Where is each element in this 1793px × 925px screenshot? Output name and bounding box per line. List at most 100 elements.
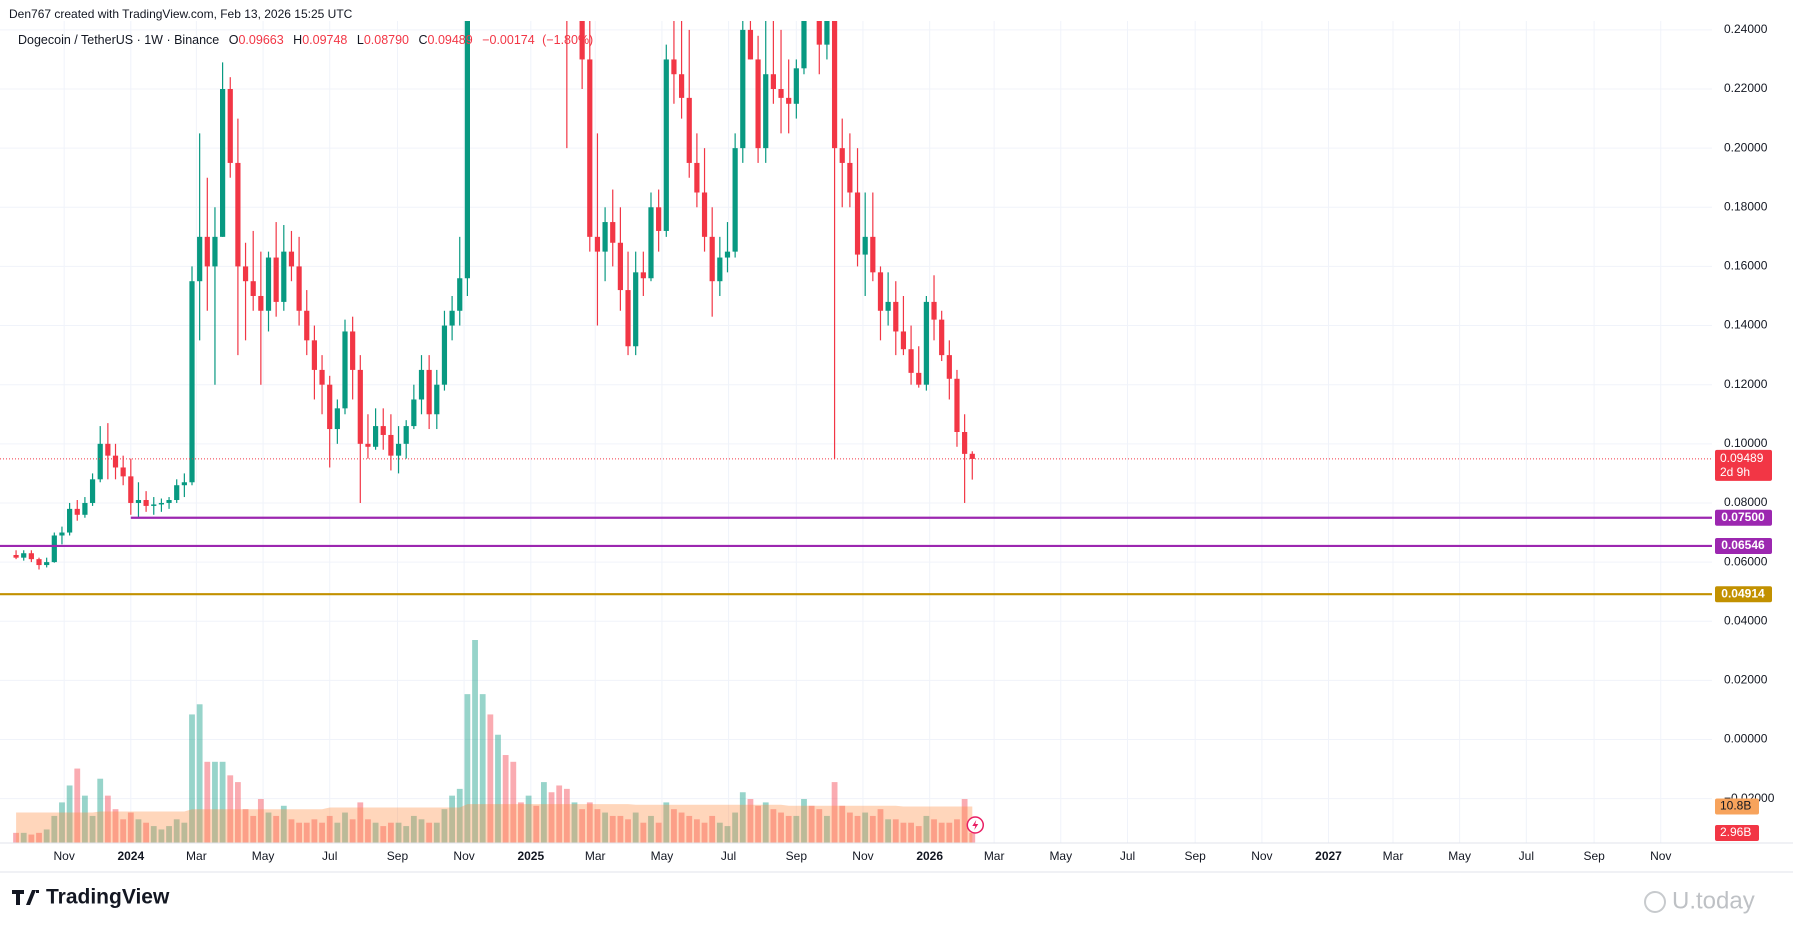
x-tick-label: Mar	[186, 849, 207, 863]
volume-bar	[257, 799, 264, 843]
volume-bar	[89, 815, 96, 843]
x-tick-label: May	[651, 849, 674, 863]
volume-bar	[671, 809, 677, 843]
volume-bar	[862, 812, 869, 843]
volume-bar	[158, 829, 165, 843]
volume-bar	[648, 815, 654, 843]
volume-bar	[173, 819, 180, 843]
volume-bar	[548, 792, 555, 843]
legend-value: 0.09489	[428, 33, 473, 47]
volume-bar	[487, 714, 494, 843]
volume-bar	[112, 809, 119, 843]
x-tick-label: May	[1049, 849, 1072, 863]
volume-bar	[839, 805, 846, 843]
candle-body	[135, 500, 142, 503]
candle-body	[166, 500, 172, 503]
volume-bar	[426, 822, 433, 843]
x-tick-label: Sep	[1583, 849, 1605, 863]
volume-bar	[135, 819, 142, 843]
volume-bar	[387, 822, 394, 843]
volume-bar	[831, 782, 838, 843]
candle-body	[778, 89, 784, 98]
last-price-badge	[1715, 449, 1772, 481]
volume-bar	[456, 788, 463, 843]
volume-bar	[410, 815, 417, 843]
candle-body	[265, 257, 272, 311]
candle-body	[824, 21, 830, 45]
volume-bar	[793, 815, 800, 843]
candle-body	[962, 432, 968, 454]
candle-body	[426, 369, 432, 415]
x-tick-label: Jul	[1120, 849, 1135, 863]
candle-body	[296, 266, 302, 311]
volume-bar	[319, 822, 325, 843]
legend-label: L	[357, 33, 364, 47]
candle-body	[204, 236, 210, 267]
candle-body	[327, 384, 333, 430]
countdown-label: 2d 9h	[1720, 465, 1750, 479]
candle-body	[579, 21, 585, 60]
legend-symbol: Dogecoin / TetherUS · 1W · Binance	[18, 33, 219, 47]
candle-body	[112, 455, 119, 468]
candle-body	[678, 74, 685, 98]
volume-bar	[678, 812, 685, 843]
volume-bar	[663, 802, 670, 843]
volume-bar	[349, 819, 356, 843]
volume-bar	[342, 812, 348, 843]
y-tick-label: 0.16000	[1724, 259, 1768, 273]
volume-bar	[82, 795, 88, 843]
volume-bar	[365, 819, 371, 843]
volume-bar	[36, 832, 42, 843]
candle-body	[747, 29, 754, 60]
candle-body	[67, 508, 73, 533]
volume-bar	[380, 826, 387, 843]
header: Den767 created with TradingView.com, Feb…	[9, 7, 353, 21]
level-badge	[1715, 586, 1772, 603]
volume-bar	[846, 812, 853, 843]
candle-body	[242, 266, 249, 282]
volume-bar	[334, 822, 341, 843]
volume-bar	[143, 822, 150, 843]
candle-body	[694, 162, 700, 193]
volume-bar	[877, 809, 884, 843]
volume-bar	[464, 694, 471, 843]
volume-bar	[43, 829, 50, 843]
candle-body	[656, 207, 662, 231]
volume-bar	[20, 832, 27, 843]
candle-body	[793, 68, 799, 104]
candle-body	[273, 257, 279, 302]
candle-body	[120, 467, 126, 477]
volume-bar	[510, 761, 517, 843]
candle-body	[786, 97, 792, 104]
candle-body	[839, 148, 845, 163]
legend-label: O	[229, 33, 239, 47]
candle-body	[13, 555, 19, 558]
x-tick-label: Sep	[1185, 849, 1207, 863]
volume-bar	[640, 822, 647, 843]
candle-body	[311, 340, 318, 370]
candle-body	[342, 331, 348, 409]
logo-text: TradingView	[46, 886, 170, 909]
volume-bar	[709, 815, 716, 843]
legend-value: 0.09663	[238, 33, 283, 47]
x-tick-label: Sep	[786, 849, 808, 863]
candle-body	[105, 443, 111, 456]
level-badge	[1715, 537, 1772, 554]
x-tick-label: 2027	[1315, 849, 1342, 863]
volume-bar	[227, 775, 234, 843]
y-tick-label: 0.10000	[1724, 436, 1768, 450]
candle-body	[411, 399, 417, 427]
volume-bar	[533, 805, 540, 843]
volume-bar	[778, 812, 784, 843]
volume-bar	[762, 802, 769, 843]
volume-bar	[594, 809, 601, 843]
watermark: U.today	[1644, 887, 1755, 914]
volume-bar	[250, 815, 257, 843]
candle-body	[449, 310, 455, 326]
volume-bar	[931, 819, 937, 843]
candle-body	[365, 443, 371, 447]
volume-bar	[563, 788, 570, 843]
legend-label: H	[293, 33, 302, 47]
volume-bar	[938, 822, 945, 843]
